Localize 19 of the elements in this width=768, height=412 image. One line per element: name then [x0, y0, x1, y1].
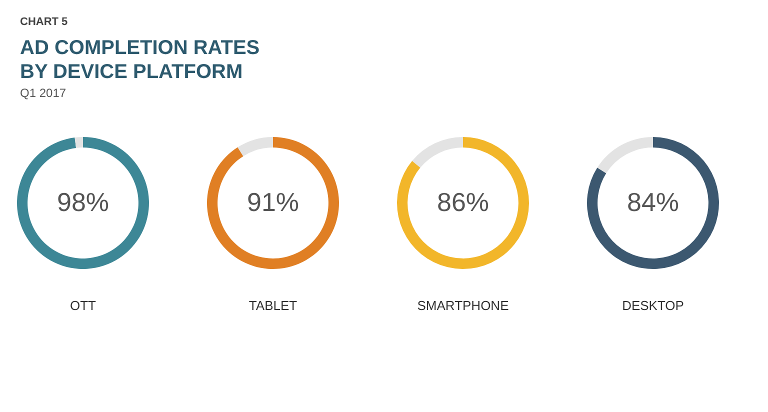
donut-slice [597, 137, 653, 174]
slice-label: SMARTPHONE [417, 298, 510, 313]
slice-label: TABLET [248, 298, 298, 313]
donut-slice [17, 137, 149, 269]
slice-label: OTT [70, 298, 96, 313]
chart-subtitle: Q1 2017 [20, 86, 66, 100]
donut-slice [397, 137, 529, 269]
data-label: 84% [626, 187, 680, 217]
caption: CHART 5 [20, 16, 68, 28]
donut-slice [238, 137, 273, 156]
donut-slice [587, 137, 719, 269]
donut-slice [207, 137, 339, 269]
slice-label: DESKTOP [622, 298, 684, 313]
donut-slice [412, 137, 463, 168]
data-label: 86% [436, 187, 490, 217]
data-label: 98% [56, 187, 110, 217]
chart-title: AD COMPLETION RATES BY DEVICE PLATFORM [20, 37, 260, 83]
donut-slice [74, 137, 83, 148]
data-label: 91% [246, 187, 300, 217]
